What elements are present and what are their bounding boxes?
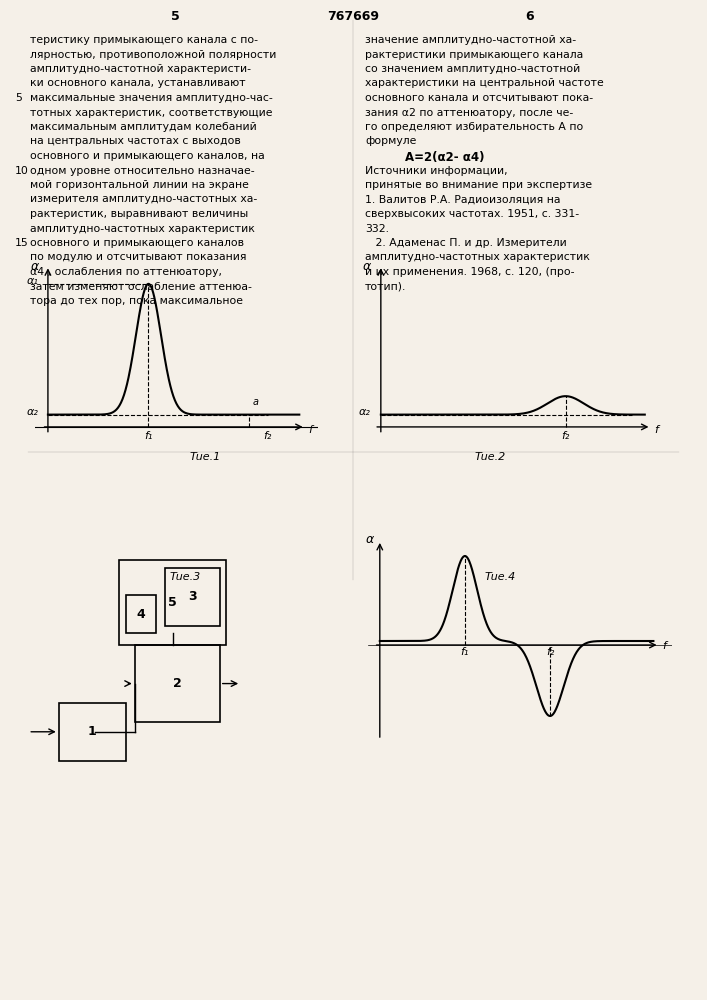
Text: теристику примыкающего канала с по-: теристику примыкающего канала с по-: [30, 35, 258, 45]
Text: A=2(α2- α4): A=2(α2- α4): [405, 151, 484, 164]
Text: Τue.4: Τue.4: [484, 572, 515, 582]
Text: 15: 15: [15, 238, 29, 248]
Text: амплитудно-частотных характеристик: амплитудно-частотных характеристик: [365, 252, 590, 262]
Text: максимальные значения амплитудно-час-: максимальные значения амплитудно-час-: [30, 93, 273, 103]
Text: 1. Валитов Р.А. Радиоизоляция на: 1. Валитов Р.А. Радиоизоляция на: [365, 194, 561, 205]
Text: Τue.1: Τue.1: [189, 452, 221, 462]
Text: 5: 5: [170, 10, 180, 23]
Text: f₁: f₁: [461, 647, 469, 657]
Text: значение амплитудно-частотной ха-: значение амплитудно-частотной ха-: [365, 35, 576, 45]
Text: 4: 4: [136, 608, 145, 621]
Text: зания α2 по аттенюатору, после че-: зания α2 по аттенюатору, после че-: [365, 107, 573, 117]
Text: сверхвысоких частотах. 1951, с. 331-: сверхвысоких частотах. 1951, с. 331-: [365, 209, 579, 219]
Text: амплитудно-частотной характеристи-: амплитудно-частотной характеристи-: [30, 64, 251, 74]
Text: принятые во внимание при экспертизе: принятые во внимание при экспертизе: [365, 180, 592, 190]
Text: f: f: [655, 425, 658, 435]
Text: f₂: f₂: [546, 647, 554, 657]
Bar: [59, 703, 126, 761]
Text: f₂: f₂: [561, 431, 570, 441]
Text: α₂: α₂: [27, 407, 38, 417]
Text: a: a: [252, 397, 258, 407]
Text: мой горизонтальной линии на экране: мой горизонтальной линии на экране: [30, 180, 249, 190]
Text: Τue.2: Τue.2: [474, 452, 506, 462]
Text: тотип).: тотип).: [365, 282, 407, 292]
Bar: [126, 595, 156, 633]
Text: характеристики на центральной частоте: характеристики на центральной частоте: [365, 79, 604, 89]
Text: 767669: 767669: [327, 10, 379, 23]
Text: α₂: α₂: [359, 407, 371, 417]
Text: 5: 5: [15, 93, 22, 103]
Text: 2: 2: [173, 677, 182, 690]
Text: со значением амплитудно-частотной: со значением амплитудно-частотной: [365, 64, 580, 74]
Text: лярностью, противоположной полярности: лярностью, противоположной полярности: [30, 49, 276, 60]
Text: основного канала и отсчитывают пока-: основного канала и отсчитывают пока-: [365, 93, 593, 103]
Text: f₂: f₂: [264, 431, 272, 441]
Text: α: α: [366, 533, 374, 546]
Bar: [119, 560, 226, 645]
Text: 5: 5: [168, 596, 177, 609]
Text: f: f: [309, 425, 312, 435]
Text: 2. Адаменас П. и др. Измерители: 2. Адаменас П. и др. Измерители: [365, 238, 567, 248]
Text: α: α: [363, 260, 371, 273]
Text: максимальным амплитудам колебаний: максимальным амплитудам колебаний: [30, 122, 257, 132]
Text: амплитудно-частотных характеристик: амплитудно-частотных характеристик: [30, 224, 255, 233]
Text: 3: 3: [188, 590, 197, 603]
Text: основного и примыкающего каналов, на: основного и примыкающего каналов, на: [30, 151, 264, 161]
Text: формуле: формуле: [365, 136, 416, 146]
Text: α4 , ослабления по аттенюатору,: α4 , ослабления по аттенюатору,: [30, 267, 222, 277]
Text: го определяют избирательность A по: го определяют избирательность A по: [365, 122, 583, 132]
Text: тора до тех пор, пока максимальное: тора до тех пор, пока максимальное: [30, 296, 243, 306]
Text: затем изменяют ослабление аттенюа-: затем изменяют ослабление аттенюа-: [30, 282, 252, 292]
Text: рактеристик, выравнивают величины: рактеристик, выравнивают величины: [30, 209, 248, 219]
Text: одном уровне относительно назначае-: одном уровне относительно назначае-: [30, 165, 255, 176]
Text: основного и примыкающего каналов: основного и примыкающего каналов: [30, 238, 244, 248]
Text: α₁: α₁: [27, 276, 38, 286]
Text: и их применения. 1968, с. 120, (про-: и их применения. 1968, с. 120, (про-: [365, 267, 575, 277]
Text: рактеристики примыкающего канала: рактеристики примыкающего канала: [365, 49, 583, 60]
Text: 6: 6: [526, 10, 534, 23]
Text: α: α: [30, 260, 38, 273]
Text: Τue.3: Τue.3: [170, 572, 201, 582]
Text: на центральных частотах с выходов: на центральных частотах с выходов: [30, 136, 241, 146]
Bar: [134, 645, 220, 722]
Text: по модулю и отсчитывают показания: по модулю и отсчитывают показания: [30, 252, 247, 262]
Bar: [165, 568, 220, 626]
Text: измерителя амплитудно-частотных ха-: измерителя амплитудно-частотных ха-: [30, 194, 257, 205]
Text: f: f: [662, 641, 667, 651]
Text: Источники информации,: Источники информации,: [365, 165, 508, 176]
Text: 10: 10: [15, 165, 29, 176]
Text: ки основного канала, устанавливают: ки основного канала, устанавливают: [30, 79, 245, 89]
Text: f₁: f₁: [144, 431, 153, 441]
Text: тотных характеристик, соответствующие: тотных характеристик, соответствующие: [30, 107, 272, 117]
Text: 332.: 332.: [365, 224, 389, 233]
Text: 1: 1: [88, 725, 96, 738]
